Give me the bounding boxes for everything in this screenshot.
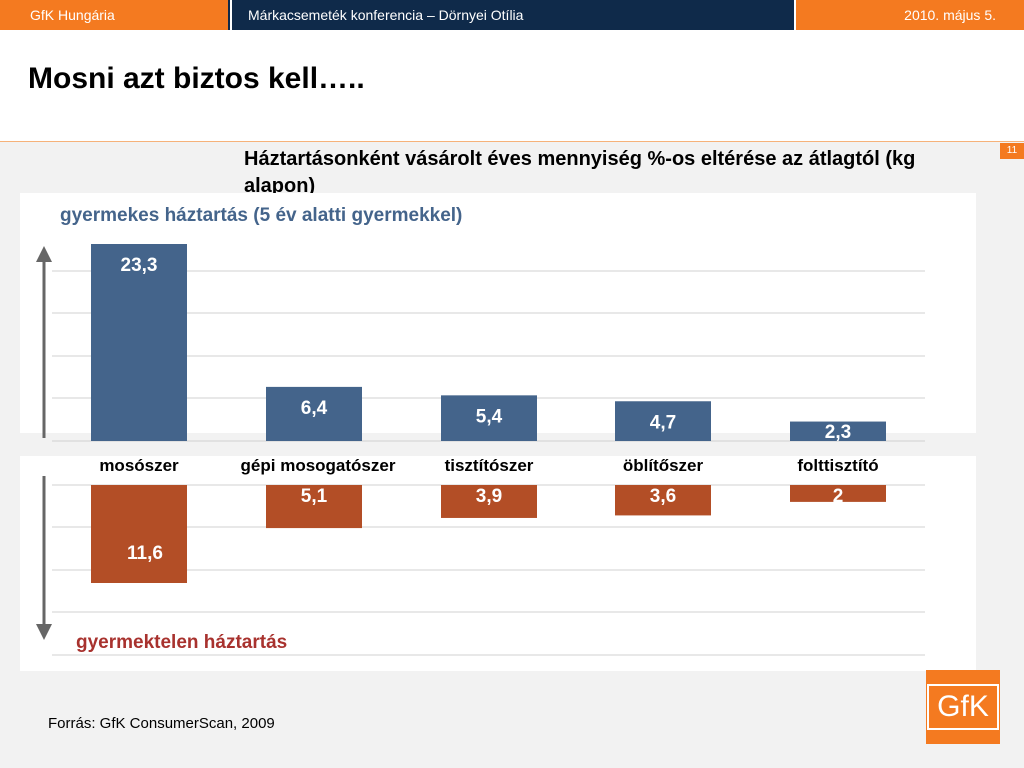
category-label: tisztítószer [445,456,534,475]
series-label-down: gyermektelen háztartás [76,632,287,653]
bar-down [91,485,187,583]
gfk-logo: GfK [926,670,1000,744]
chart-subtitle: Háztartásonként vásárolt éves mennyiség … [244,148,916,197]
data-label-up: 23,3 [121,255,158,276]
slide-title: Mosni azt biztos kell….. [28,62,365,95]
arrow-up-head [36,246,52,262]
data-label-down: 3,9 [476,486,502,507]
series-label-up: gyermekes háztartás (5 év alatti gyermek… [60,205,462,226]
bar-up [615,401,711,441]
header-company: GfK Hungária [0,0,228,30]
header-bar: GfK Hungária Márkacsemeték konferencia –… [0,0,1024,30]
category-label: folttisztító [797,456,878,475]
bar-down [441,485,537,518]
data-label-up: 4,7 [650,412,676,433]
arrow-down-head [36,624,52,640]
bar-down [790,485,886,502]
bar-down [615,485,711,516]
page-number: 11 [1000,143,1024,159]
header-divider [230,0,232,30]
category-label: gépi mosogatószer [241,456,396,475]
bar-up [790,421,886,441]
bar-up [91,244,187,441]
bar-up [266,386,362,441]
data-label-up: 2,3 [825,422,851,443]
header-date: 2010. május 5. [794,0,1024,30]
source-note: Forrás: GfK ConsumerScan, 2009 [48,715,275,732]
bar-down [266,485,362,529]
header-conference: Márkacsemeték konferencia – Dörnyei Otíl… [248,7,524,23]
data-label-down: 2 [833,486,844,507]
data-label-up: 5,4 [476,406,503,427]
data-label-down: 11,6 [127,543,163,564]
data-label-up: 6,4 [301,398,328,419]
logo-text: GfK [927,684,999,730]
data-label-down: 3,6 [650,486,676,507]
data-label-down: 5,1 [301,486,328,507]
bar-up [441,395,537,441]
header-divider [794,0,796,30]
category-label: öblítőszer [623,456,704,475]
category-label: mosószer [99,456,179,475]
